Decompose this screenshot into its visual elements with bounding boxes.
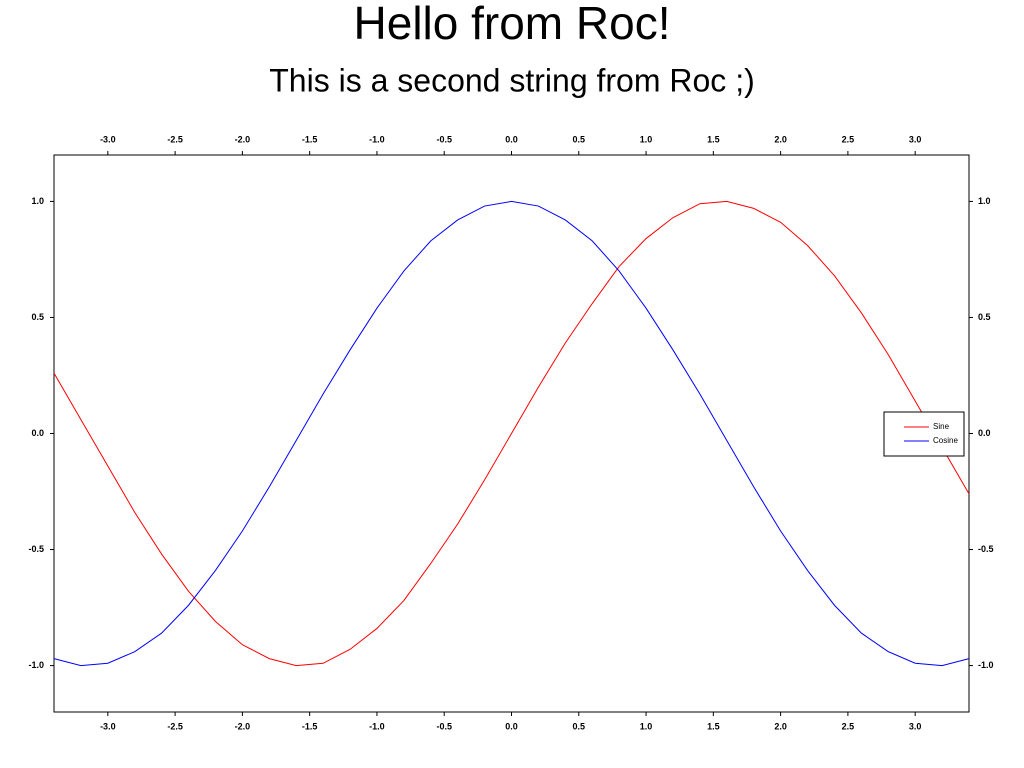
series-line <box>53 200 970 667</box>
series-line <box>53 200 970 667</box>
chart-subtitle: This is a second string from Roc ;) <box>269 62 754 98</box>
x-tick-label: 2.5 <box>842 721 855 731</box>
x-tick-label: -3.0 <box>100 721 116 731</box>
y-tick-label: -0.5 <box>28 544 44 554</box>
x-tick-label-top: -1.5 <box>302 134 318 144</box>
y-tick-label-right: -0.5 <box>978 544 994 554</box>
legend-label: Cosine <box>933 436 958 445</box>
x-tick-label: 0.5 <box>573 721 586 731</box>
x-tick-label: -2.5 <box>167 721 183 731</box>
x-tick-label-top: 0.5 <box>573 134 586 144</box>
x-tick-label: -0.5 <box>436 721 452 731</box>
x-tick-label-top: 3.0 <box>909 134 922 144</box>
chart-title: Hello from Roc! <box>354 0 671 49</box>
y-tick-label-right: 1.0 <box>978 196 991 206</box>
x-tick-label-top: -2.0 <box>235 134 251 144</box>
x-tick-label-top: -1.0 <box>369 134 385 144</box>
x-tick-label-top: 1.0 <box>640 134 653 144</box>
y-tick-label-right: -1.0 <box>978 660 994 670</box>
x-tick-label: -2.0 <box>235 721 251 731</box>
legend-box <box>883 411 965 457</box>
y-tick-label: 1.0 <box>31 196 44 206</box>
x-tick-label: -1.5 <box>302 721 318 731</box>
x-tick-label-top: -2.5 <box>167 134 183 144</box>
x-tick-label: -1.0 <box>369 721 385 731</box>
x-tick-label: 1.5 <box>707 721 720 731</box>
x-tick-label: 3.0 <box>909 721 922 731</box>
x-tick-label-top: 2.0 <box>774 134 787 144</box>
y-tick-label: -1.0 <box>28 660 44 670</box>
y-tick-label-right: 0.0 <box>978 428 991 438</box>
x-tick-label-top: -3.0 <box>100 134 116 144</box>
x-tick-label-top: 0.0 <box>505 134 518 144</box>
y-tick-label-right: 0.5 <box>978 312 991 322</box>
legend-label: Sine <box>933 422 950 431</box>
y-tick-label: 0.0 <box>31 428 44 438</box>
x-tick-label-top: -0.5 <box>436 134 452 144</box>
x-tick-label: 2.0 <box>774 721 787 731</box>
x-tick-label-top: 2.5 <box>842 134 855 144</box>
x-tick-label-top: 1.5 <box>707 134 720 144</box>
x-tick-label: 0.0 <box>505 721 518 731</box>
y-tick-label: 0.5 <box>31 312 44 322</box>
x-tick-label: 1.0 <box>640 721 653 731</box>
